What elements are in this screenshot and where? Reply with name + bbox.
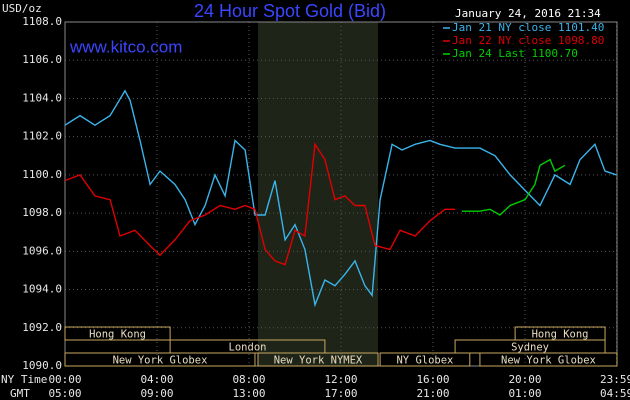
legend-label: Jan 21 NY close 1101.40 <box>452 21 604 34</box>
x-tick-label: 12:00 <box>324 373 357 386</box>
session-box <box>257 352 379 367</box>
x2-tick-label: 04:59 <box>600 387 630 400</box>
x-tick-label: 00:00 <box>48 373 81 386</box>
x-tick-label: 23:59 <box>600 373 630 386</box>
session-label: Sydney <box>511 342 549 354</box>
x-tick-label: 16:00 <box>416 373 449 386</box>
y-tick-label: 1094.0 <box>22 283 62 296</box>
series-line <box>64 142 456 266</box>
x-tick-label: 20:00 <box>508 373 541 386</box>
legend-label: Jan 22 NY close 1098.80 <box>452 34 604 47</box>
y-tick-label: 1090.0 <box>22 359 62 372</box>
x2-tick-label: 01:00 <box>508 387 541 400</box>
y-tick-label: 1102.0 <box>22 130 62 143</box>
x2-tick-label: 17:00 <box>324 387 357 400</box>
chart-title: 24 Hour Spot Gold (Bid) <box>194 1 386 21</box>
y-tick-label: 1096.0 <box>22 244 62 257</box>
y-tick-label: 1092.0 <box>22 321 62 334</box>
highlight-band <box>257 22 379 366</box>
x-axis-label: NY Time <box>1 373 47 386</box>
chart-subtitle: January 24, 2016 21:34 <box>455 7 601 20</box>
watermark: www.kitco.com <box>69 37 182 56</box>
session-box <box>479 352 618 367</box>
x2-tick-label: 09:00 <box>140 387 173 400</box>
y-tick-label: 1106.0 <box>22 53 62 66</box>
series-line <box>64 89 617 308</box>
session-label: New York NYMEX <box>274 355 363 367</box>
series-line <box>462 158 566 216</box>
y-tick-label: 1108.0 <box>22 15 62 28</box>
session-label: New York Globex <box>113 355 208 367</box>
session-box <box>64 352 256 367</box>
legend-label: Jan 24 Last 1100.70 <box>452 47 578 60</box>
x-tick-label: 08:00 <box>232 373 265 386</box>
y-tick-label: 1100.0 <box>22 168 62 181</box>
session-label: Hong Kong <box>89 329 146 341</box>
x-tick-label: 04:00 <box>140 373 173 386</box>
x2-tick-label: 05:00 <box>48 387 81 400</box>
x2-tick-label: 13:00 <box>232 387 265 400</box>
session-label: London <box>229 342 267 354</box>
session-label: Hong Kong <box>532 329 589 341</box>
y-tick-label: 1098.0 <box>22 206 62 219</box>
y-axis-label: USD/oz <box>2 2 42 15</box>
session-label: NY Globex <box>396 355 453 367</box>
x2-tick-label: 21:00 <box>416 387 449 400</box>
session-box <box>64 326 171 341</box>
session-label: New York Globex <box>501 355 596 367</box>
session-box <box>379 352 471 367</box>
x2-axis-label: GMT <box>10 387 30 400</box>
y-tick-label: 1104.0 <box>22 91 62 104</box>
